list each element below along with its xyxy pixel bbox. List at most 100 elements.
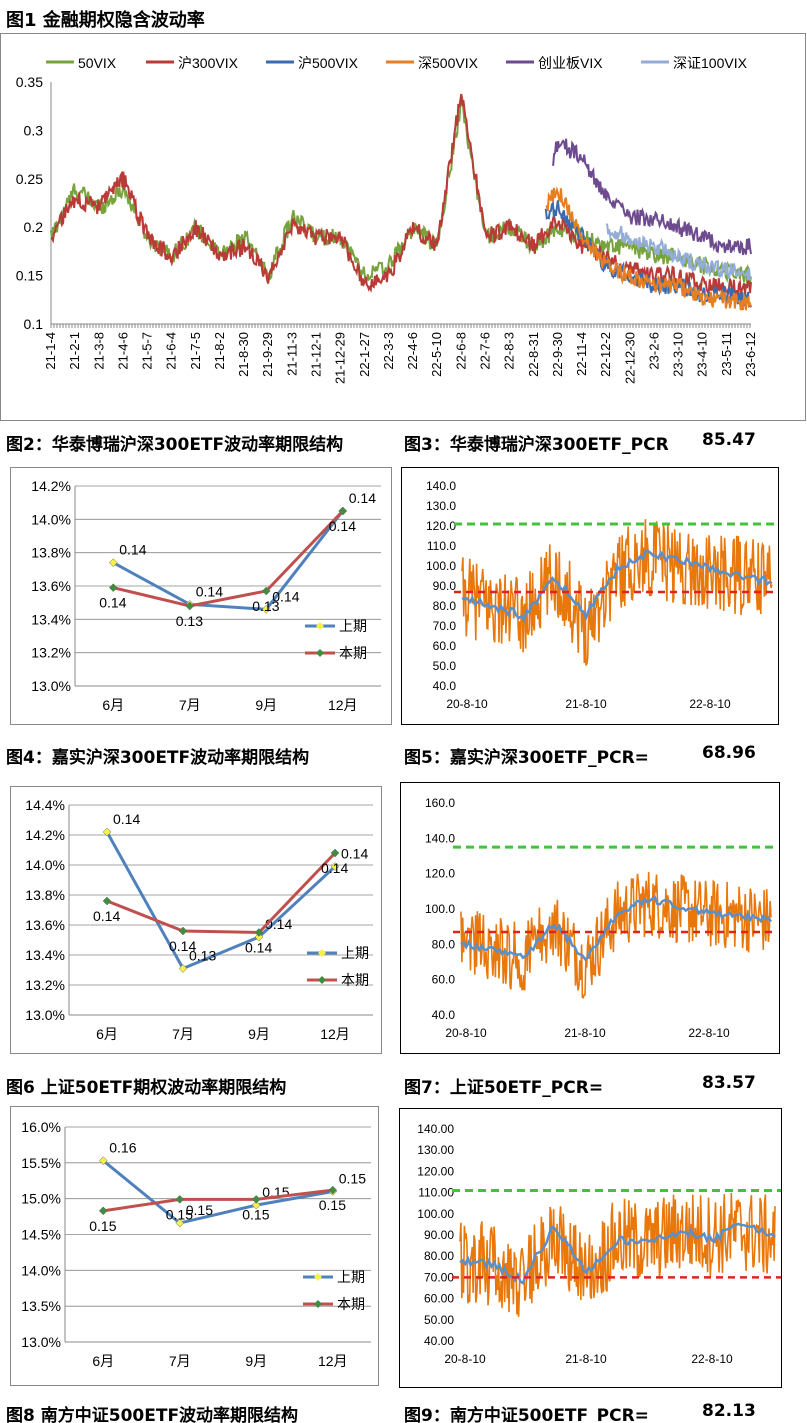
- fig6-title: 图6 上证50ETF期权波动率期限结构: [6, 1078, 287, 1098]
- fig6-y-tick-label: 15.5%: [21, 1155, 61, 1171]
- fig6-legend-marker: [314, 1273, 322, 1281]
- fig7-y-tick-label: 90.00: [424, 1228, 454, 1242]
- fig4-marker: [178, 964, 188, 973]
- fig1-y-tick-label: 0.15: [16, 268, 43, 284]
- fig4-data-label: 0.13: [189, 948, 216, 964]
- fig1-x-tick-label: 21-6-4: [164, 332, 179, 370]
- fig2-data-label: 0.13: [176, 613, 203, 629]
- fig2-marker: [108, 583, 118, 593]
- fig4-series-line: [105, 831, 337, 971]
- fig1-legend-label: 50VIX: [78, 55, 117, 71]
- fig3-pcr-line: [461, 519, 773, 666]
- fig1-x-tick-label: 23-5-11: [719, 332, 734, 376]
- fig7-x-tick-label: 22-8-10: [691, 1352, 733, 1366]
- fig1-legend-label: 沪500VIX: [298, 55, 359, 71]
- fig1-series-line: [50, 93, 752, 298]
- fig4-data-label: 0.14: [113, 811, 140, 827]
- fig6-marker: [98, 1206, 108, 1216]
- fig1-series-line: [605, 222, 752, 282]
- fig6-marker: [175, 1195, 185, 1204]
- fig4-x-tick-label: 6月: [96, 1026, 118, 1042]
- fig1-x-tick-label: 21-11-3: [284, 332, 299, 376]
- fig4-marker: [102, 896, 112, 906]
- fig6-y-tick-label: 13.5%: [21, 1298, 61, 1314]
- fig6-marker: [251, 1195, 261, 1204]
- fig3-y-tick-label: 130.0: [426, 499, 456, 513]
- fig1-y-tick-label: 0.35: [16, 74, 43, 90]
- fig7-chart: 40.00 50.00 60.00 70.00 80.00 90.00 100.00 110.…: [417, 1122, 781, 1366]
- fig2-marker: [185, 601, 195, 611]
- fig9-title: 图9：南方中证500ETF_PCR=: [404, 1406, 649, 1423]
- fig6-marker: [98, 1156, 108, 1166]
- fig6-y-tick-label: 14.0%: [21, 1262, 61, 1278]
- fig4-data-label: 0.14: [169, 938, 196, 954]
- fig6-y-tick-label: 15.0%: [21, 1191, 61, 1207]
- fig7-y-tick-label: 80.00: [424, 1249, 454, 1263]
- fig4-series-line: [106, 851, 337, 935]
- fig7-value: 83.57: [702, 1073, 756, 1093]
- fig2-legend-marker: [316, 649, 324, 657]
- fig1-x-tick-label: 22-1-27: [357, 332, 372, 377]
- fig1-x-tick-label: 21-12-1: [309, 332, 324, 377]
- fig4-y-tick-label: 13.4%: [25, 947, 65, 963]
- fig5-y-tick-label: 120.0: [425, 867, 455, 881]
- fig4-chart-frame: 13.0% 13.2% 13.4% 13.6% 13.8% 14.0% 14.2% 14.4%…: [10, 786, 382, 1054]
- fig1-y-tick-label: 0.25: [16, 171, 43, 187]
- fig6-x-tick-label: 12月: [318, 1353, 348, 1369]
- fig3-title: 图3：华泰博瑞沪深300ETF_PCR: [404, 435, 669, 455]
- fig1-x-tick-label: 23-6-12: [743, 332, 758, 377]
- fig1-x-tick-label: 23-3-10: [671, 332, 686, 377]
- fig6-data-label: 0.15: [319, 1197, 346, 1213]
- fig2-data-label: 0.14: [99, 595, 126, 611]
- fig7-title: 图7：上证50ETF_PCR=: [404, 1078, 604, 1098]
- fig7-y-tick-label: 110.00: [418, 1186, 454, 1200]
- fig6-y-tick-label: 14.5%: [21, 1227, 61, 1243]
- fig2-marker: [261, 604, 271, 614]
- fig7-y-tick-label: 120.00: [417, 1164, 454, 1178]
- fig2-y-tick-label: 13.0%: [31, 678, 71, 694]
- fig7-y-tick-label: 40.00: [424, 1334, 454, 1348]
- fig2-y-tick-label: 13.2%: [31, 645, 71, 661]
- fig4-y-tick-label: 13.8%: [25, 887, 65, 903]
- fig1-chart-frame: 0.1 0.15 0.2 0.25 0.3 0.35 21-1-4 21-2-1 21-3-8 2…: [0, 33, 806, 421]
- fig5-y-tick-label: 80.0: [432, 937, 456, 951]
- fig2-y-tick-label: 14.0%: [31, 511, 71, 527]
- fig2-x-tick-label: 9月: [255, 697, 277, 713]
- fig2-series-line: [112, 509, 344, 608]
- fig3-x-tick-label: 21-8-10: [565, 697, 607, 711]
- fig6-data-label: 0.15: [339, 1171, 366, 1187]
- fig4-y-tick-label: 14.2%: [25, 827, 65, 843]
- fig3-value: 85.47: [702, 430, 756, 450]
- fig4-marker: [178, 926, 188, 936]
- fig1-x-tick-label: 21-1-4: [43, 332, 58, 370]
- fig6-series-line: [103, 1188, 333, 1213]
- fig2-y-tick-label: 14.2%: [31, 478, 71, 494]
- fig6-x-tick-label: 9月: [245, 1353, 267, 1369]
- fig5-y-tick-label: 140.0: [425, 831, 455, 845]
- fig9-value: 82.13: [702, 1401, 756, 1421]
- fig4-legend-marker: [318, 949, 326, 957]
- fig2-chart: 13.0% 13.2% 13.4% 13.6% 13.8% 14.0% 14.2% 6月 7月 9…: [31, 478, 381, 713]
- fig5-y-tick-label: 100.0: [425, 902, 455, 916]
- fig2-data-label: 0.14: [119, 542, 146, 558]
- fig1-x-tick-label: 21-5-7: [140, 332, 155, 370]
- fig4-x-tick-label: 12月: [320, 1026, 350, 1042]
- fig6-x-tick-label: 7月: [169, 1353, 191, 1369]
- fig6-legend-marker: [314, 1300, 322, 1308]
- fig4-marker: [254, 928, 264, 937]
- fig4-legend-marker: [318, 976, 326, 984]
- fig6-y-tick-label: 16.0%: [21, 1119, 61, 1135]
- fig3-y-tick-label: 70.0: [433, 619, 457, 633]
- fig6-y-tick-label: 13.0%: [21, 1334, 61, 1350]
- fig2-x-tick-label: 6月: [102, 697, 124, 713]
- fig6-chart-frame: 13.0% 13.5% 14.0% 14.5% 15.0% 15.5% 16.0% 6月 7月 9…: [10, 1106, 379, 1386]
- fig4-marker: [102, 827, 112, 837]
- fig7-chart-frame: 40.00 50.00 60.00 70.00 80.00 90.00 100.00 110.…: [399, 1108, 782, 1388]
- fig5-y-tick-label: 60.0: [432, 973, 456, 987]
- fig1-x-tick-label: 22-9-30: [550, 332, 565, 377]
- fig1-x-tick-label: 22-11-4: [574, 332, 589, 376]
- fig1-x-tick-label: 21-2-1: [67, 332, 82, 370]
- fig1-y-tick-label: 0.3: [24, 122, 44, 138]
- fig1-x-tick-label: 22-8-3: [502, 332, 517, 370]
